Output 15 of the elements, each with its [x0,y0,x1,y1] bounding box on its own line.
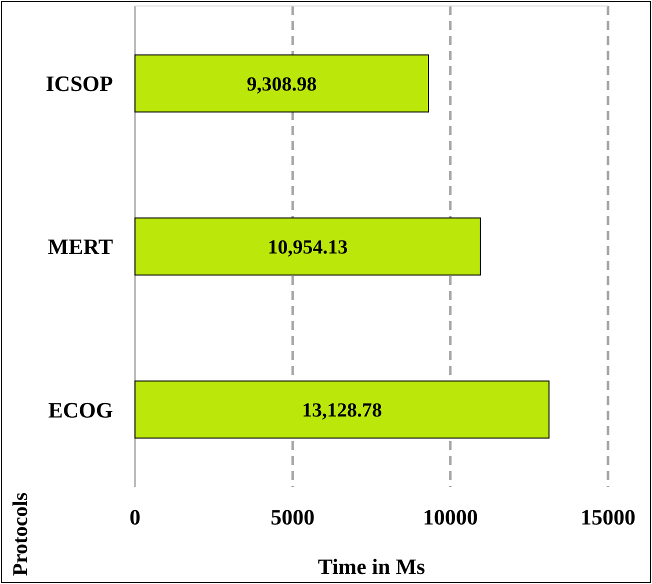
y-tick-label: MERT [48,234,114,260]
x-axis-title: Time in Ms [318,554,426,579]
x-tick-label: 10000 [422,504,478,530]
data-label: 10,954.13 [268,236,348,258]
data-label: 9,308.98 [246,73,317,96]
y-tick-label: ECOG [48,397,113,422]
x-tick-label: 15000 [580,504,636,530]
bar [134,380,550,439]
y-axis-title: Protocols [8,492,32,576]
bar [134,54,430,112]
y-tick-label: ICSOP [46,71,113,96]
x-tick-label: 5000 [270,504,315,530]
x-tick-label: 0 [130,504,140,530]
data-label: 13,128.78 [302,400,382,422]
bar [134,217,481,276]
